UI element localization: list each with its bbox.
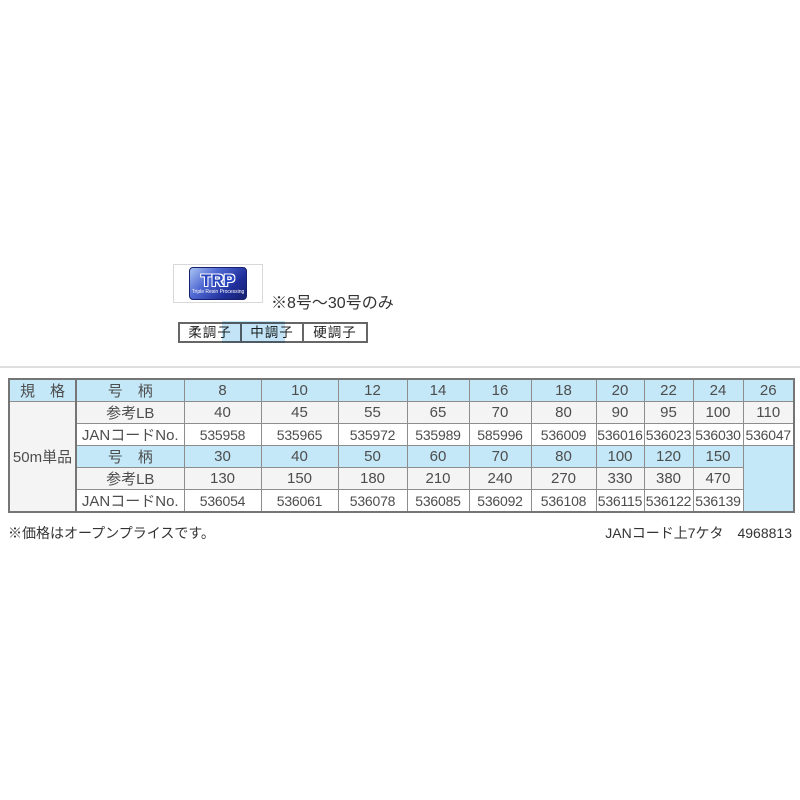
lb-cell: 100 bbox=[692, 401, 744, 424]
jan-cell: 536054 bbox=[183, 489, 262, 513]
lb-row-2: 参考LB 130 150 180 210 240 270 330 380 470 bbox=[9, 467, 794, 490]
jan-prefix-note: JANコード上7ケタ 4968813 bbox=[605, 525, 792, 541]
jan-row-label: JANコードNo. bbox=[75, 423, 185, 446]
lb-cell: 240 bbox=[468, 467, 532, 490]
jan-row-1: JANコードNo. 535958 535965 535972 535989 58… bbox=[9, 423, 795, 446]
lb-cell: 45 bbox=[260, 401, 339, 424]
lb-row-label: 参考LB bbox=[75, 401, 185, 424]
size-cell: 18 bbox=[530, 378, 597, 402]
size-cell: 20 bbox=[595, 378, 645, 402]
jan-cell: 536030 bbox=[692, 423, 744, 446]
empty-cell bbox=[742, 445, 795, 513]
size-cell: 26 bbox=[742, 378, 795, 402]
lb-cell: 95 bbox=[643, 401, 694, 424]
jan-cell: 536016 bbox=[595, 423, 645, 446]
lb-cell: 40 bbox=[183, 401, 262, 424]
lb-cell: 55 bbox=[337, 401, 408, 424]
tab-soft-action[interactable]: 柔調子 bbox=[180, 324, 242, 341]
lb-cell: 90 bbox=[595, 401, 645, 424]
lb-cell: 180 bbox=[337, 467, 408, 490]
header-size: 号 柄 bbox=[75, 378, 185, 402]
size-cell: 30 bbox=[183, 445, 262, 468]
size-cell: 24 bbox=[692, 378, 744, 402]
jan-cell: 536085 bbox=[406, 489, 470, 513]
lb-cell: 80 bbox=[530, 401, 597, 424]
jan-cell: 585996 bbox=[468, 423, 532, 446]
tab-medium-action[interactable]: 中調子 bbox=[242, 324, 304, 341]
size-cell: 120 bbox=[643, 445, 694, 468]
size-cell: 70 bbox=[468, 445, 532, 468]
size-row-label: 号 柄 bbox=[75, 445, 185, 468]
jan-cell: 535958 bbox=[183, 423, 262, 446]
size-cell: 60 bbox=[406, 445, 470, 468]
rod-action-tabs: 柔調子 中調子 硬調子 bbox=[178, 322, 368, 343]
jan-cell: 536061 bbox=[260, 489, 339, 513]
spec-cell: 50m単品 bbox=[8, 401, 77, 513]
size-row-2: 号 柄 30 40 50 60 70 80 100 120 150 bbox=[9, 445, 795, 513]
lb-cell: 110 bbox=[742, 401, 795, 424]
jan-row-label: JANコードNo. bbox=[75, 489, 185, 513]
jan-cell: 536108 bbox=[530, 489, 597, 513]
lb-cell: 470 bbox=[692, 467, 744, 490]
size-cell: 100 bbox=[595, 445, 645, 468]
jan-cell: 536139 bbox=[692, 489, 744, 513]
jan-cell: 536122 bbox=[643, 489, 694, 513]
size-range-note: ※8号～30号のみ bbox=[271, 295, 394, 312]
size-cell: 8 bbox=[183, 378, 262, 402]
divider-line bbox=[0, 366, 800, 368]
jan-cell: 535989 bbox=[406, 423, 470, 446]
trp-logo-text: TRP bbox=[201, 270, 235, 290]
lb-cell: 130 bbox=[183, 467, 262, 490]
trp-logo-subtext: Triple Resin Processing bbox=[191, 288, 245, 295]
header-spec: 規 格 bbox=[8, 378, 77, 402]
size-cell: 16 bbox=[468, 378, 532, 402]
size-cell: 10 bbox=[260, 378, 339, 402]
price-note: ※価格はオープンプライスです。 bbox=[8, 525, 215, 541]
lb-cell: 70 bbox=[468, 401, 532, 424]
size-cell: 22 bbox=[643, 378, 694, 402]
jan-cell: 536078 bbox=[337, 489, 408, 513]
size-cell: 40 bbox=[260, 445, 339, 468]
jan-cell: 535965 bbox=[260, 423, 339, 446]
jan-row-2: JANコードNo. 536054 536061 536078 536085 53… bbox=[9, 489, 794, 513]
lb-cell: 330 bbox=[595, 467, 645, 490]
lb-row-1: 50m単品 参考LB 40 45 55 65 70 80 90 95 100 1… bbox=[8, 401, 795, 513]
size-cell: 150 bbox=[692, 445, 744, 468]
jan-cell: 536023 bbox=[643, 423, 694, 446]
size-cell: 80 bbox=[530, 445, 597, 468]
lb-cell: 65 bbox=[406, 401, 470, 424]
jan-cell: 536092 bbox=[468, 489, 532, 513]
jan-cell: 536115 bbox=[595, 489, 645, 513]
lb-cell: 380 bbox=[643, 467, 694, 490]
lb-cell: 210 bbox=[406, 467, 470, 490]
lb-cell: 270 bbox=[530, 467, 597, 490]
size-cell: 12 bbox=[337, 378, 408, 402]
size-cell: 14 bbox=[406, 378, 470, 402]
size-cell: 50 bbox=[337, 445, 408, 468]
spec-table: 規 格 号 柄 8 10 12 14 16 18 20 22 24 26 50m… bbox=[8, 378, 795, 513]
jan-cell: 536047 bbox=[742, 423, 795, 446]
lb-cell: 150 bbox=[260, 467, 339, 490]
trp-logo-box: TRP Triple Resin Processing bbox=[173, 264, 263, 303]
trp-logo-badge: TRP Triple Resin Processing bbox=[189, 267, 247, 300]
lb-row-label: 参考LB bbox=[75, 467, 185, 490]
tab-hard-action[interactable]: 硬調子 bbox=[304, 324, 366, 341]
jan-cell: 535972 bbox=[337, 423, 408, 446]
table-header-row: 規 格 号 柄 8 10 12 14 16 18 20 22 24 26 bbox=[8, 378, 795, 402]
jan-cell: 536009 bbox=[530, 423, 597, 446]
